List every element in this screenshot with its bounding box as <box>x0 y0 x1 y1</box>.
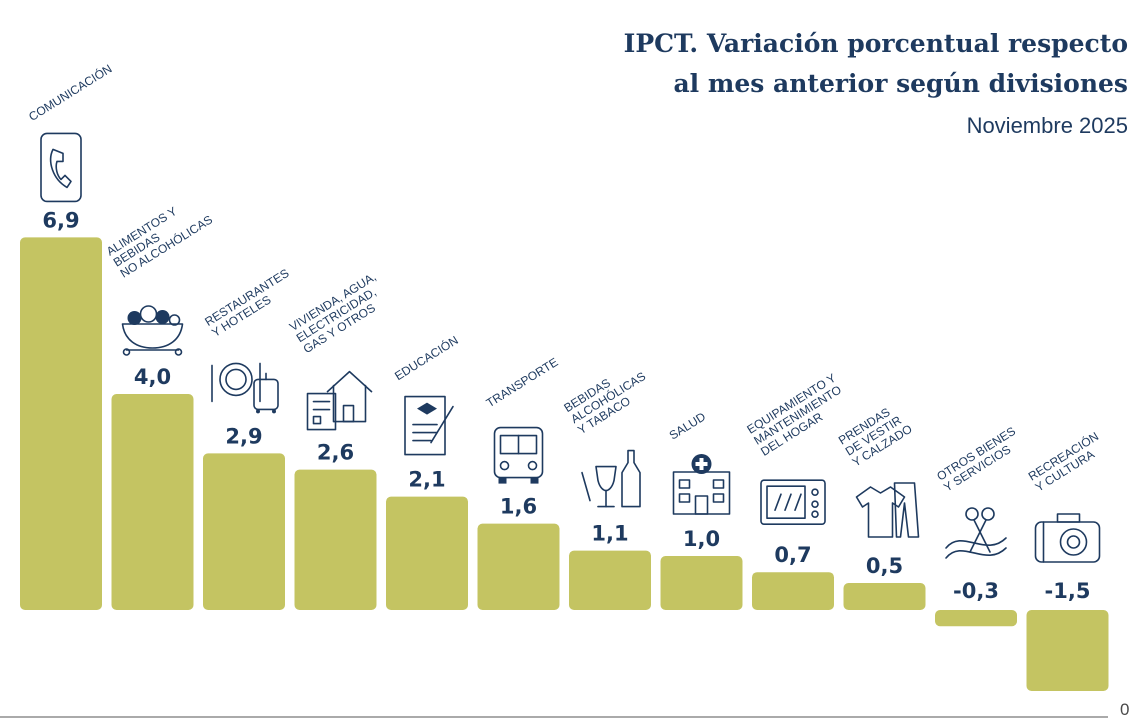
value-label: 2,1 <box>408 468 445 492</box>
bar <box>20 237 102 610</box>
house-bill-icon <box>306 370 373 431</box>
category-label-line: TRANSPORTE <box>484 355 561 410</box>
hospital-icon <box>672 453 731 515</box>
value-label: 4,0 <box>134 365 171 389</box>
camera-icon <box>1034 513 1101 563</box>
value-label: -0,3 <box>953 579 999 603</box>
chart-subtitle: Noviembre 2025 <box>967 113 1128 138</box>
bar-group: 2,6 VIVIENDA, AGUA,ELECTRICIDAD,GAS Y OTR… <box>287 270 379 610</box>
bar <box>660 556 743 610</box>
diploma-icon <box>404 395 454 456</box>
category-label: COMUNICACIÓN <box>26 61 115 124</box>
category-label-line: SALUD <box>667 409 709 442</box>
bar-group: 1,0 SALUD <box>660 409 743 610</box>
bar <box>477 523 560 610</box>
category-label-line: COMUNICACIÓN <box>26 61 115 124</box>
bar-group: 6,9 COMUNICACIÓN <box>20 61 114 610</box>
value-label: 0,5 <box>866 554 903 578</box>
chart-title-line-1: IPCT. Variación porcentual respecto <box>624 29 1128 58</box>
bar <box>111 394 194 610</box>
bar <box>386 496 468 610</box>
scissors-ribbon-icon <box>945 507 1007 559</box>
microwave-icon <box>760 479 826 526</box>
plate-luggage-icon <box>211 362 279 415</box>
bar <box>935 610 1017 627</box>
bar-group: 2,1 EDUCACIÓN <box>386 332 468 610</box>
bar <box>569 550 651 610</box>
bar-group: 1,6 TRANSPORTE <box>477 355 561 610</box>
value-label: 2,6 <box>317 441 354 465</box>
wine-bottle-icon <box>581 449 641 508</box>
category-label: EDUCACIÓN <box>392 332 461 383</box>
value-label: -1,5 <box>1045 579 1091 603</box>
bar <box>203 453 285 610</box>
bar <box>1026 610 1109 691</box>
value-label: 1,0 <box>683 527 720 551</box>
bar <box>752 572 834 610</box>
category-label-line: EDUCACIÓN <box>392 332 461 383</box>
category-label: TRANSPORTE <box>484 355 561 410</box>
phone-icon <box>40 132 82 203</box>
value-label: 0,7 <box>774 543 811 567</box>
bar <box>294 469 377 610</box>
value-label: 1,6 <box>500 495 537 519</box>
bar <box>843 583 926 610</box>
value-label: 1,1 <box>591 522 628 546</box>
category-label: VIVIENDA, AGUA,ELECTRICIDAD,GAS Y OTROS <box>287 270 379 357</box>
value-label: 6,9 <box>42 208 79 232</box>
category-label: SALUD <box>667 409 709 442</box>
food-bowl-icon <box>121 305 184 356</box>
chart-title-line-2: al mes anterior según divisiones <box>673 69 1128 98</box>
zero-axis-label: 0 <box>1120 700 1129 719</box>
clothes-icon <box>855 482 920 538</box>
bus-icon <box>493 426 544 485</box>
value-label: 2,9 <box>225 424 262 448</box>
